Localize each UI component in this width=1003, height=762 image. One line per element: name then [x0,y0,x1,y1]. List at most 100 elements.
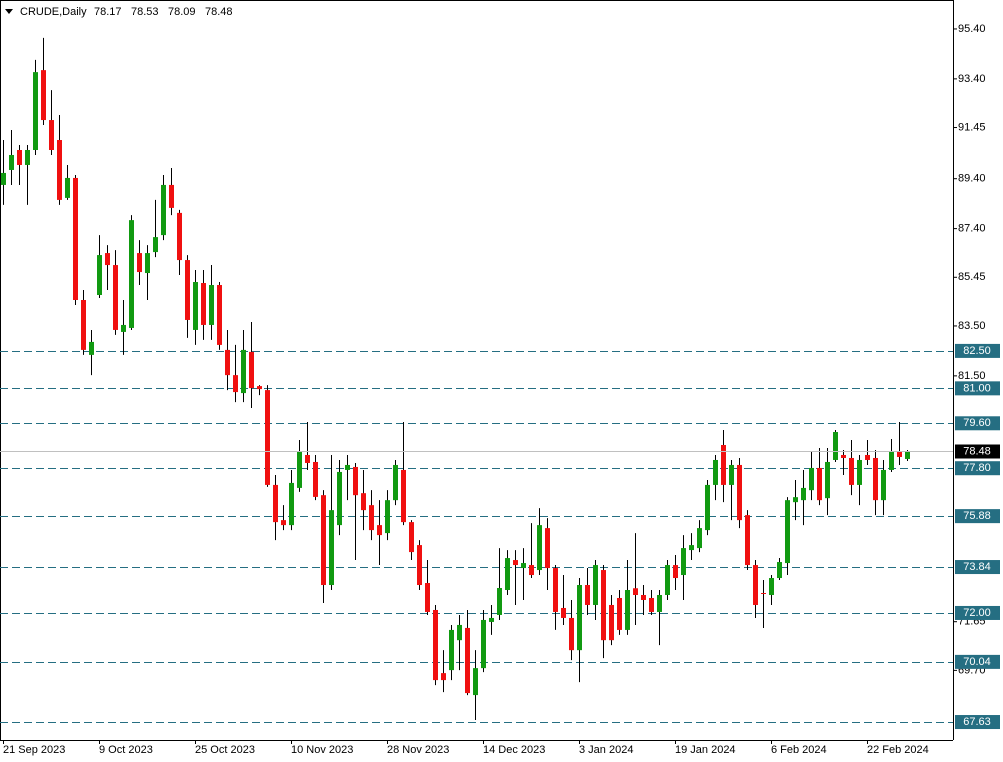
level-label: 75.88 [963,510,991,522]
candle-body [177,212,182,261]
candle-body [393,464,398,501]
candle-body [609,604,614,641]
candle-body [825,461,830,499]
candle-body [785,500,790,564]
candle-body [745,515,750,566]
candle-body [433,609,438,681]
y-tick-label: 85.45 [958,271,986,283]
candle-body [793,497,798,503]
y-tick-label: 93.40 [958,73,986,85]
level-label-box [955,416,1000,431]
x-tick-label: 9 Oct 2023 [99,744,153,756]
candle-body [217,285,222,345]
candle-body [233,375,238,393]
candle-body [761,592,766,594]
candle-body [505,558,510,591]
candle-body [241,349,246,394]
candle-body [49,120,54,150]
candle-body [673,565,678,579]
candle-body [905,451,910,459]
candle-body [889,451,894,470]
candle-body [697,528,702,549]
candle-body [553,568,558,612]
candle-body [529,565,534,576]
level-label: 77.80 [963,462,991,474]
candle-body [657,594,662,612]
candle-body [713,459,718,485]
candle-body [897,451,902,457]
candle-body [569,617,574,651]
candle-body [865,454,870,460]
candle-body [169,184,174,208]
candle-body [817,467,822,501]
candle-body [273,484,278,523]
level-label-box [955,343,1000,358]
candle-body [881,469,886,501]
x-tick-label: 28 Nov 2023 [387,744,449,756]
candle-body [617,597,622,630]
candle-body [129,220,134,328]
candle-body [337,471,342,526]
candle-body [377,525,382,536]
candle-body [257,386,262,390]
symbol-title: CRUDE,Daily [20,6,87,18]
candle-body [25,149,30,165]
candle-body [593,565,598,605]
candle-body [857,459,862,485]
y-tick-label: 89.40 [958,173,986,185]
candle-body [841,454,846,458]
candle-body [121,324,126,332]
candle-body [353,466,358,496]
candle-body [41,70,46,121]
x-tick-label: 19 Jan 2024 [675,744,736,756]
candle-body [737,464,742,521]
candle-body [97,255,102,296]
level-label: 82.50 [963,345,991,357]
candle-body [265,390,270,485]
level-label-box [955,509,1000,524]
y-tick-label: 95.40 [958,23,986,35]
level-label: 72.00 [963,607,991,619]
candle-body [681,548,686,576]
level-label-box [955,605,1000,620]
candle-body [849,457,854,485]
level-label: 81.00 [963,382,991,394]
candle-body [809,467,814,491]
menu-arrow[interactable] [5,9,13,14]
candle-body [729,464,734,485]
candle-body [313,461,318,497]
candle-body [777,562,782,579]
candle-body [473,668,478,696]
level-label: 73.84 [963,561,991,573]
open-price: 78.17 [94,6,122,18]
candle-body [753,565,758,605]
x-tick-label: 10 Nov 2023 [291,744,353,756]
candle-body [665,565,670,595]
candle-body [409,522,414,553]
candle-body [73,177,78,300]
candle-body [33,72,38,150]
candle-body [81,299,86,350]
candle-body [521,563,526,569]
candle-body [9,154,14,170]
candle-body [689,545,694,551]
candle-body [833,432,838,460]
candle-body [305,454,310,463]
candle-body [329,510,334,586]
candle-body [721,444,726,485]
candle-body [289,482,294,526]
high-price: 78.53 [131,6,159,18]
candle-body [577,585,582,651]
y-tick-label: 87.40 [958,223,986,235]
candle-body [281,520,286,526]
candle-body [873,457,878,501]
y-tick-label: 91.45 [958,121,986,133]
candle-body [641,594,646,600]
level-label: 70.04 [963,656,991,668]
candle-body [801,487,806,501]
candle-body [561,607,566,618]
candle-body [17,149,22,165]
current-price-label: 78.48 [963,445,991,457]
candle-body [449,629,454,671]
candle-body [145,253,150,274]
